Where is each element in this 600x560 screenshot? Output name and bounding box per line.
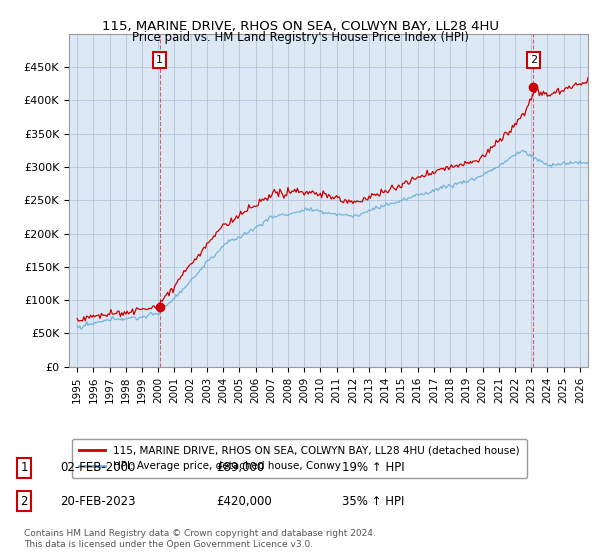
Text: 19% ↑ HPI: 19% ↑ HPI — [342, 461, 404, 474]
Text: Price paid vs. HM Land Registry's House Price Index (HPI): Price paid vs. HM Land Registry's House … — [131, 31, 469, 44]
Text: £89,000: £89,000 — [216, 461, 264, 474]
Text: 1: 1 — [156, 55, 163, 66]
Text: 2: 2 — [530, 55, 537, 66]
Text: £420,000: £420,000 — [216, 494, 272, 508]
Text: 20-FEB-2023: 20-FEB-2023 — [60, 494, 136, 508]
Text: Contains HM Land Registry data © Crown copyright and database right 2024.
This d: Contains HM Land Registry data © Crown c… — [24, 529, 376, 549]
Text: 35% ↑ HPI: 35% ↑ HPI — [342, 494, 404, 508]
Text: 02-FEB-2000: 02-FEB-2000 — [60, 461, 136, 474]
Text: 2: 2 — [20, 494, 28, 508]
Text: 1: 1 — [20, 461, 28, 474]
Legend: 115, MARINE DRIVE, RHOS ON SEA, COLWYN BAY, LL28 4HU (detached house), HPI: Aver: 115, MARINE DRIVE, RHOS ON SEA, COLWYN B… — [71, 438, 527, 478]
Text: 115, MARINE DRIVE, RHOS ON SEA, COLWYN BAY, LL28 4HU: 115, MARINE DRIVE, RHOS ON SEA, COLWYN B… — [101, 20, 499, 32]
